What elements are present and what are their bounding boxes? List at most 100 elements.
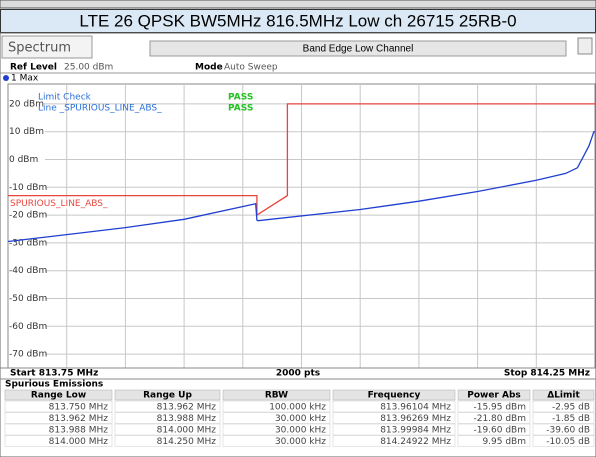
label-bg (9, 293, 45, 304)
cell (4, 400, 113, 413)
cell-text: -10.05 dB (546, 437, 590, 447)
header-cell (532, 389, 595, 401)
trace-label: 1 Max (11, 74, 39, 84)
cell (457, 412, 531, 424)
tab[interactable] (1, 35, 93, 59)
cell (532, 412, 595, 424)
cell-text: 9.95 dBm (482, 437, 526, 447)
cell-text: 100.000 kHz (269, 403, 326, 413)
header-cell (222, 389, 331, 401)
header-cell (332, 389, 456, 401)
header-cell (4, 389, 113, 401)
cell (114, 423, 221, 436)
label-bg (9, 126, 45, 137)
limit-line: Line _SPURIOUS_LINE_ABS_ (38, 104, 162, 114)
y-tick-label: 0 dBm (9, 155, 38, 165)
points-label: 2000 pts (276, 369, 320, 379)
cell-text: 813.99984 MHz (380, 426, 451, 436)
cell (332, 435, 456, 447)
ref-value: 25.00 dBm (64, 63, 113, 73)
cell-text: 813.988 MHz (49, 426, 109, 436)
table-title: Spurious Emissions (5, 380, 103, 390)
label-bg (9, 98, 45, 109)
limit-line-result: PASS (228, 104, 253, 114)
y-tick-label: -30 dBm (9, 238, 47, 248)
label-bg (9, 154, 45, 165)
header-text: Frequency (368, 391, 421, 401)
cell-text: 30.000 kHz (275, 414, 326, 424)
cell (457, 423, 531, 436)
cell-text: -1.85 dB (552, 414, 590, 424)
y-tick-label: 10 dBm (9, 127, 44, 137)
cell (222, 412, 331, 424)
label-bg (9, 321, 45, 332)
y-tick-label: -60 dBm (9, 322, 47, 332)
cell (4, 423, 113, 436)
header-text: Range Low (31, 391, 86, 401)
y-tick-label: -50 dBm (9, 294, 47, 304)
trace (7, 131, 596, 243)
cell (4, 435, 113, 447)
header-text: Power Abs (467, 391, 521, 401)
cell (114, 435, 221, 447)
cell (332, 423, 456, 436)
cell-text: 813.962 MHz (49, 414, 109, 424)
cell-text: 814.000 MHz (157, 426, 217, 436)
header: Band Edge Low Channel (303, 44, 414, 55)
limit-result: PASS (228, 93, 253, 103)
label-bg (9, 182, 45, 193)
cell (222, 435, 331, 447)
cell (457, 400, 531, 413)
cell-text: -39.60 dB (546, 426, 590, 436)
header-cell (114, 389, 221, 401)
cell (222, 400, 331, 413)
cell (114, 400, 221, 413)
cell-text: 813.96269 MHz (380, 414, 451, 424)
cell (532, 435, 595, 447)
cell-text: 813.962 MHz (157, 403, 217, 413)
cell-text: 30.000 kHz (275, 426, 326, 436)
stop-label: Stop 814.25 MHz (504, 369, 590, 379)
ref-level: Ref Level (10, 63, 57, 73)
limit-check: Limit Check (38, 93, 92, 103)
y-tick-label: -70 dBm (9, 350, 47, 360)
cell-text: -2.95 dB (552, 403, 590, 413)
cell (4, 412, 113, 424)
header-text: Range Up (143, 391, 192, 401)
header-text: RBW (265, 391, 288, 401)
cell-text: -15.95 dBm (473, 403, 526, 413)
cell-text: -19.60 dBm (473, 426, 526, 436)
cell-text: 813.96104 MHz (380, 403, 451, 413)
cell-text: 814.24922 MHz (380, 437, 451, 447)
icon[interactable] (577, 37, 593, 55)
mode-value: Auto Sweep (224, 63, 278, 73)
label-bg (9, 349, 45, 360)
cell-text: -21.80 dBm (473, 414, 526, 424)
cell (114, 412, 221, 424)
header-cell (457, 389, 531, 401)
cell (332, 412, 456, 424)
cell (332, 400, 456, 413)
cell-text: 30.000 kHz (275, 437, 326, 447)
label-bg (9, 265, 45, 276)
tab-label: Spectrum (8, 41, 71, 56)
cell-text: 813.988 MHz (157, 414, 217, 424)
cell-text: 813.750 MHz (49, 403, 109, 413)
cell-text: 814.250 MHz (157, 437, 217, 447)
cell-text: 814.000 MHz (49, 437, 109, 447)
mode: Mode (195, 63, 223, 73)
trace (8, 103, 595, 217)
cell (532, 400, 595, 413)
start-label: Start 813.75 MHz (10, 369, 98, 379)
trace-dot (3, 75, 9, 81)
limit-line-label: SPURIOUS_LINE_ABS_ (10, 199, 108, 209)
cell (222, 423, 331, 436)
y-tick-label: -20 dBm (9, 211, 47, 221)
banner: LTE 26 QPSK BW5MHz 816.5MHz Low ch 26715… (79, 11, 516, 30)
label-bg (9, 237, 45, 248)
y-tick-label: 20 dBm (9, 99, 44, 109)
label-bg (9, 210, 45, 221)
label-bg (9, 198, 93, 209)
header-box (149, 40, 567, 57)
